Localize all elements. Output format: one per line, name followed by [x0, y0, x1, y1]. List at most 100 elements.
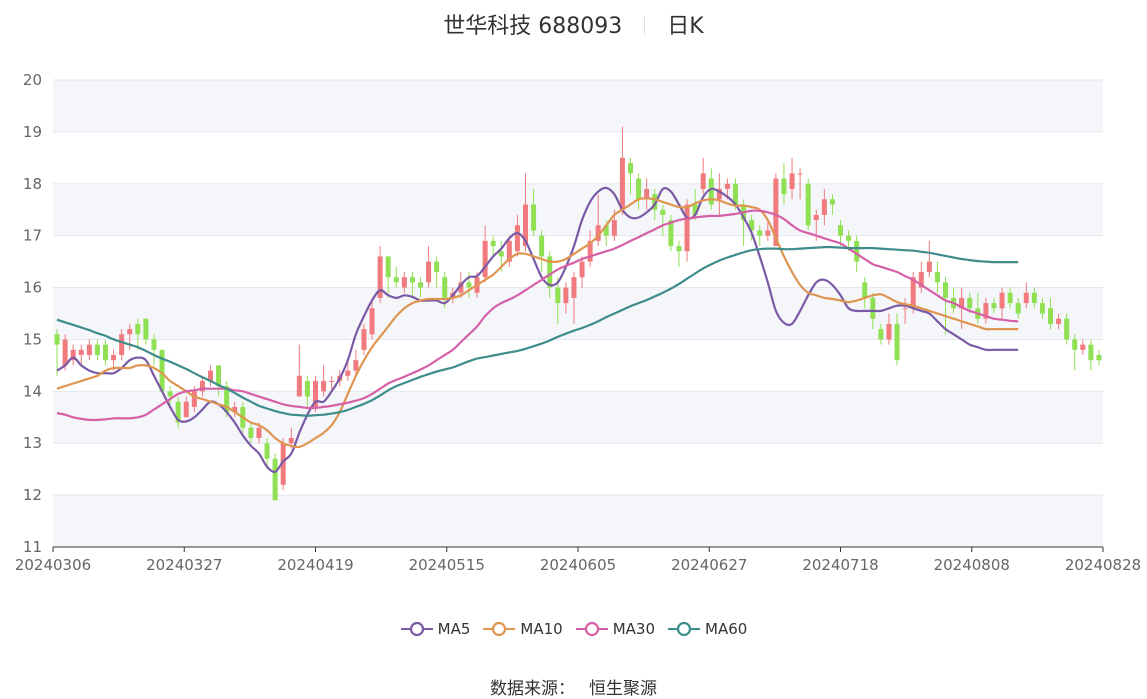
candle	[1015, 303, 1021, 314]
x-tick-label: 20240419	[277, 556, 353, 574]
candle	[86, 344, 92, 356]
candle	[417, 282, 424, 288]
candle	[934, 271, 940, 283]
candle	[926, 261, 932, 272]
candlestick-chart: 11 12 13 14 15 16 17 18 19 20 20240306 20240327 2024…	[15, 71, 1141, 574]
candle	[700, 173, 706, 189]
candle	[143, 318, 149, 340]
candle	[401, 277, 407, 288]
y-tick-label: 11	[23, 538, 42, 556]
chart-title: 世华科技 688093	[443, 14, 623, 39]
candle	[611, 220, 617, 236]
candle	[563, 287, 569, 304]
candle	[813, 214, 819, 221]
candle	[62, 339, 68, 366]
candle	[434, 261, 440, 272]
data-source: 数据来源： 恒生聚源	[0, 674, 1147, 699]
candle	[442, 277, 448, 298]
candle	[272, 458, 278, 501]
candle	[967, 297, 973, 309]
candle	[167, 391, 173, 397]
legend-item-ma5[interactable]: MA5	[400, 620, 470, 638]
title-separator	[644, 17, 646, 35]
candle	[1023, 292, 1029, 304]
candle	[312, 380, 319, 407]
y-tick-label: 13	[23, 434, 42, 452]
series-line-ma60	[56, 245, 1019, 417]
candle	[757, 230, 763, 236]
candle	[361, 329, 367, 350]
candle	[708, 178, 714, 205]
candle	[506, 240, 512, 262]
candle	[1031, 292, 1037, 304]
candle	[199, 380, 205, 392]
candle	[894, 323, 900, 361]
candle	[111, 355, 117, 361]
candle	[805, 183, 811, 226]
y-tick-label: 17	[23, 227, 42, 245]
candle	[498, 251, 504, 257]
candle	[296, 375, 302, 397]
candle	[94, 344, 100, 356]
series-line-ma30	[56, 209, 1019, 422]
legend-marker-icon	[575, 621, 608, 637]
candle	[886, 323, 892, 340]
candle	[619, 157, 625, 210]
candle	[587, 240, 593, 262]
candle	[1072, 339, 1078, 350]
candle	[765, 230, 771, 236]
candle	[716, 188, 722, 200]
legend-marker-icon	[483, 621, 516, 637]
candle	[846, 235, 852, 241]
chart-legend[interactable]: MA5 MA10 MA30 MA60	[0, 620, 1147, 641]
candle	[426, 261, 432, 283]
candle	[1056, 318, 1062, 324]
legend-marker-icon	[400, 621, 433, 637]
chart-period: 日K	[667, 14, 704, 39]
x-tick-label: 20240515	[409, 556, 485, 574]
candle	[555, 287, 561, 304]
candle	[1096, 355, 1102, 361]
y-tick-label: 18	[23, 175, 42, 193]
candle	[732, 183, 739, 205]
x-tick-label: 20240718	[802, 556, 878, 574]
candle	[175, 401, 181, 423]
candle	[70, 349, 76, 361]
grid-band	[53, 495, 1103, 547]
candle	[531, 204, 537, 231]
legend-item-ma30[interactable]: MA30	[575, 620, 655, 638]
y-tick-label: 14	[23, 382, 42, 400]
candle	[54, 334, 60, 345]
candle	[991, 303, 997, 309]
candle	[595, 225, 601, 241]
candle	[692, 204, 698, 215]
legend-label: MA60	[705, 620, 748, 638]
candle	[409, 277, 415, 283]
candle	[159, 349, 165, 392]
candle	[304, 380, 310, 397]
candle	[102, 344, 109, 361]
candle	[522, 204, 529, 247]
candle	[321, 380, 327, 392]
candle	[829, 199, 835, 205]
legend-item-ma10[interactable]: MA10	[482, 620, 563, 638]
legend-item-ma60[interactable]: MA60	[667, 620, 747, 638]
candle	[749, 220, 755, 231]
candle	[353, 360, 359, 371]
y-tick-label: 19	[23, 123, 42, 141]
candle	[789, 173, 795, 189]
x-tick-label: 20240327	[146, 556, 222, 574]
candle	[1064, 318, 1070, 340]
candle	[329, 380, 335, 382]
x-tick-label: 20240828	[1065, 556, 1141, 574]
candle	[256, 427, 262, 439]
candle	[539, 235, 545, 257]
source-provider: 恒生聚源	[589, 679, 657, 699]
grid-band	[53, 183, 1103, 236]
candle	[684, 204, 690, 252]
candle	[724, 183, 730, 189]
grid-band	[53, 391, 1103, 444]
y-tick-label: 16	[23, 279, 42, 297]
candle	[224, 386, 230, 413]
chart-title-row: 世华科技 688093 日K	[0, 8, 1147, 40]
